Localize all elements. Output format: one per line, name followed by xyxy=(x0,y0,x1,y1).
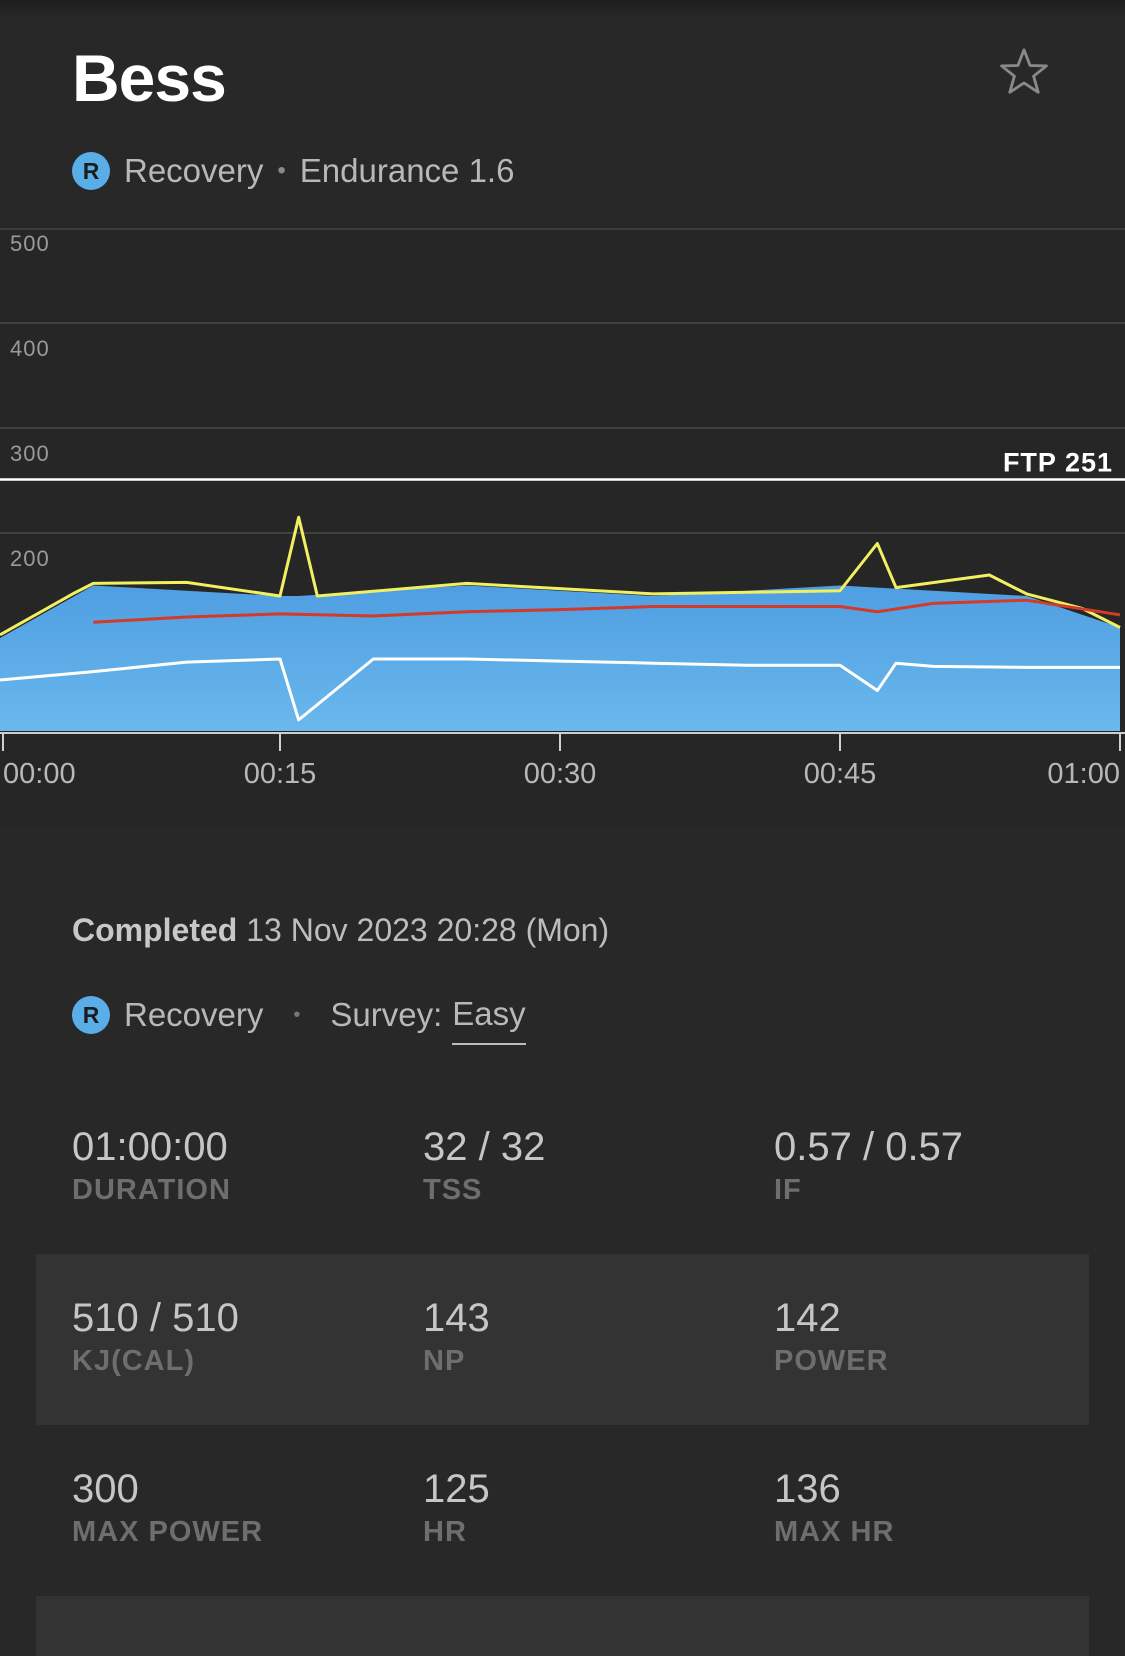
stats-grid: 01:00:00 DURATION 32 / 32 TSS 0.57 / 0.5… xyxy=(36,1083,1089,1656)
separator-dot: • xyxy=(293,1003,301,1026)
stat-label: MAX POWER xyxy=(72,1516,264,1548)
y-tick-label: 200 xyxy=(10,546,50,571)
survey-value[interactable]: Easy xyxy=(452,995,526,1045)
stats-row: 01:00:00 DURATION 32 / 32 TSS 0.57 / 0.5… xyxy=(36,1083,1089,1254)
header: Bess R Recovery • Endurance 1.6 xyxy=(0,0,1125,228)
stat-max-power: 300 MAX POWER xyxy=(72,1467,263,1549)
stats-row: 510 / 510 KJ(CAL) 143 NP 142 POWER xyxy=(36,1254,1089,1425)
y-tick-label: 500 xyxy=(10,231,50,256)
stat-value: 125 xyxy=(423,1467,490,1511)
power-chart[interactable]: 500 400 300 200 FTP 251 00:00 00:15 00:30 00:45 0… xyxy=(0,228,1125,826)
stat-max-hr: 136 MAX HR xyxy=(774,1467,894,1549)
completed-line: Completed 13 Nov 2023 20:28 (Mon) xyxy=(72,912,609,949)
stat-value: 143 xyxy=(423,1296,490,1340)
stat-label: POWER xyxy=(774,1345,889,1377)
recovery-badge-icon: R xyxy=(72,152,110,190)
power-area xyxy=(0,585,1120,731)
details-row: R Recovery • Survey: Easy xyxy=(72,993,526,1045)
star-icon[interactable] xyxy=(996,44,1052,100)
stat-np: 143 NP xyxy=(423,1296,490,1378)
series-line xyxy=(93,598,1121,624)
stat-label: NP xyxy=(423,1345,466,1377)
zone-label: Recovery xyxy=(124,996,264,1033)
zone-label: Recovery xyxy=(124,152,264,189)
stat-power: 142 POWER xyxy=(774,1296,889,1378)
stat-duration: 01:00:00 DURATION xyxy=(72,1125,231,1207)
y-tick-label: 400 xyxy=(10,336,50,361)
workout-subtitle: R Recovery • Endurance 1.6 xyxy=(72,150,514,192)
stat-label: DURATION xyxy=(72,1174,231,1206)
stats-row xyxy=(36,1596,1089,1656)
separator-dot: • xyxy=(277,157,286,184)
x-tick-label: 00:30 xyxy=(524,758,597,790)
stat-tss: 32 / 32 TSS xyxy=(423,1125,545,1207)
recovery-badge-icon: R xyxy=(72,996,110,1034)
stat-label: MAX HR xyxy=(774,1516,895,1548)
ftp-label: FTP 251 xyxy=(1003,447,1113,477)
stat-label: TSS xyxy=(423,1174,483,1206)
completed-label: Completed xyxy=(72,912,238,948)
workout-type: Endurance 1.6 xyxy=(299,152,515,189)
stats-row: 300 MAX POWER 125 HR 136 MAX HR xyxy=(36,1425,1089,1596)
stat-label: IF xyxy=(774,1174,802,1206)
stat-value: 142 xyxy=(774,1296,841,1340)
stat-value: 32 / 32 xyxy=(423,1125,546,1169)
stat-value: 01:00:00 xyxy=(72,1125,228,1169)
survey-label: Survey: xyxy=(330,996,443,1033)
stat-value: 0.57 / 0.57 xyxy=(774,1125,964,1169)
stat-label: KJ(CAL) xyxy=(72,1345,195,1377)
x-tick-label: 00:00 xyxy=(3,758,76,790)
stat-hr: 125 HR xyxy=(423,1467,490,1549)
stat-value: 136 xyxy=(774,1467,841,1511)
chart-top-border xyxy=(0,228,1125,230)
y-tick-label: 300 xyxy=(10,441,50,466)
x-tick-label: 00:45 xyxy=(804,758,877,790)
stat-if: 0.57 / 0.57 IF xyxy=(774,1125,963,1207)
stat-label: HR xyxy=(423,1516,467,1548)
series-line xyxy=(0,515,1121,637)
completed-date: 13 Nov 2023 20:28 (Mon) xyxy=(246,912,610,948)
stat-kj: 510 / 510 KJ(CAL) xyxy=(72,1296,239,1378)
chart-canvas: 500 400 300 200 FTP 251 00:00 00:15 00:30 00:45 0… xyxy=(0,231,1125,790)
workout-title: Bess xyxy=(72,41,227,115)
stat-value: 300 xyxy=(72,1467,139,1511)
stat-value: 510 / 510 xyxy=(72,1296,239,1340)
series-line xyxy=(0,657,1120,722)
x-tick-label: 00:15 xyxy=(244,758,317,790)
x-tick-label: 01:00 xyxy=(1047,758,1120,790)
